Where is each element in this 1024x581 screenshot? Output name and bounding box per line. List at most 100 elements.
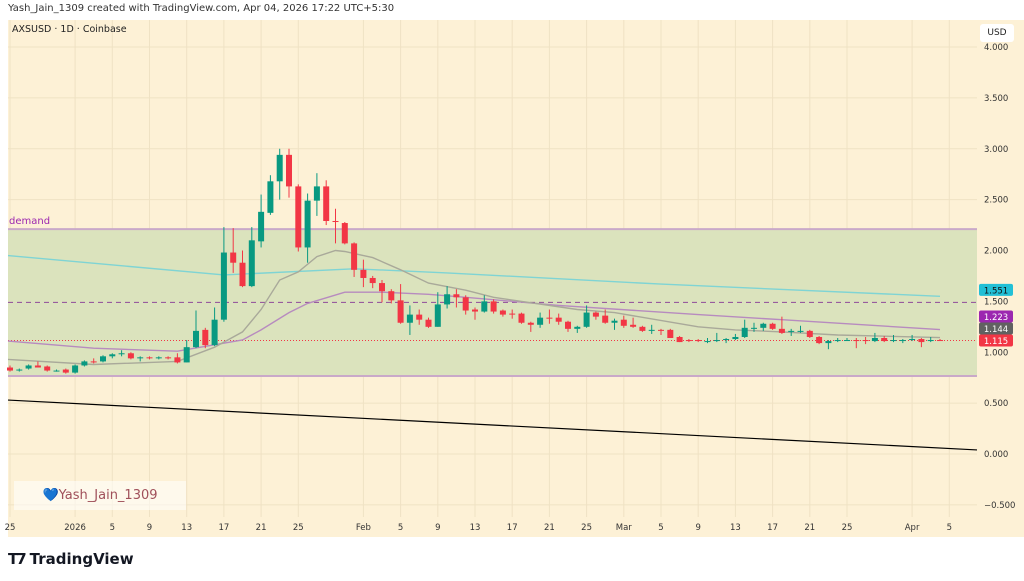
candle bbox=[416, 309, 423, 325]
y-axis-ticks: 4.000 3.500 3.000 2.500 2.000 1.500 1.000 0.500… bbox=[984, 43, 1015, 511]
candle-body bbox=[723, 339, 730, 341]
candle bbox=[472, 307, 478, 320]
candle bbox=[25, 364, 32, 370]
candle-body bbox=[174, 357, 181, 363]
candle-body bbox=[127, 353, 134, 359]
price-axis[interactable] bbox=[977, 20, 1024, 517]
candle-body bbox=[788, 330, 795, 332]
candle-body bbox=[406, 314, 413, 323]
candle-body bbox=[397, 300, 404, 323]
tradingview-logo[interactable]: T7 TradingView bbox=[8, 550, 134, 568]
candle bbox=[100, 355, 106, 363]
candle bbox=[137, 356, 144, 362]
price-label-badge bbox=[979, 310, 1013, 323]
candle-body bbox=[676, 336, 683, 343]
candle-body bbox=[713, 340, 720, 342]
candle-body bbox=[258, 211, 265, 242]
candle bbox=[62, 368, 69, 374]
candle-body bbox=[527, 322, 534, 325]
candle bbox=[53, 369, 60, 372]
candle-body bbox=[834, 340, 841, 342]
candle bbox=[174, 353, 181, 364]
candle bbox=[695, 339, 702, 343]
x-tick-label: Apr bbox=[905, 523, 920, 533]
candle-body bbox=[778, 328, 785, 333]
currency-badge[interactable]: USD bbox=[980, 24, 1014, 42]
candle-body bbox=[7, 367, 13, 371]
candle bbox=[639, 325, 646, 332]
candle bbox=[434, 292, 441, 327]
candle bbox=[602, 309, 609, 324]
price-label-text: 1.144 bbox=[984, 325, 1008, 335]
candle bbox=[881, 335, 888, 343]
candle bbox=[509, 309, 516, 319]
y-tick-label: 3.500 bbox=[984, 94, 1008, 104]
trendline[interactable] bbox=[7, 399, 978, 451]
candle-body bbox=[81, 361, 88, 366]
y-tick-label: −0.500 bbox=[984, 501, 1015, 511]
candle bbox=[778, 316, 785, 334]
candle-body bbox=[732, 336, 739, 340]
candle-body bbox=[453, 294, 460, 298]
candle bbox=[667, 328, 674, 339]
candle bbox=[286, 148, 292, 198]
watermark: 💙Yash_Jain_1309 bbox=[14, 481, 186, 510]
candle bbox=[806, 329, 813, 339]
horizontal-levels bbox=[8, 301, 977, 342]
candle bbox=[481, 295, 488, 313]
candle-body bbox=[760, 323, 767, 328]
x-tick-label: 21 bbox=[804, 523, 815, 533]
x-tick-label: 9 bbox=[435, 523, 440, 533]
candle bbox=[118, 350, 125, 357]
candle bbox=[518, 312, 525, 324]
candle-body bbox=[620, 319, 627, 326]
candle bbox=[918, 338, 925, 348]
candle-body bbox=[881, 338, 888, 342]
candle bbox=[397, 284, 404, 324]
candle-body bbox=[62, 369, 69, 373]
candle-body bbox=[183, 347, 190, 363]
candle bbox=[648, 324, 655, 334]
x-tick-label: 17 bbox=[218, 523, 229, 533]
y-tick-label: 2.500 bbox=[984, 196, 1008, 206]
candle bbox=[658, 328, 664, 335]
candle bbox=[444, 286, 451, 309]
y-tick-label: 1.500 bbox=[984, 297, 1008, 307]
candle-body bbox=[444, 294, 451, 305]
x-tick-label: Mar bbox=[616, 523, 633, 533]
candle bbox=[453, 289, 460, 308]
candle bbox=[127, 352, 134, 360]
candle bbox=[769, 322, 776, 330]
candle-body bbox=[909, 339, 916, 341]
symbol-legend[interactable]: AXSUSD · 1D · Coinbase bbox=[12, 24, 127, 35]
demand-zone-label: demand bbox=[9, 216, 50, 227]
candle bbox=[555, 313, 562, 325]
candle-body bbox=[509, 313, 516, 315]
candle bbox=[425, 317, 432, 328]
candle bbox=[862, 336, 869, 345]
candle-body bbox=[379, 283, 385, 292]
watermark-text: Yash_Jain_1309 bbox=[58, 488, 158, 503]
x-tick-label: Feb bbox=[356, 523, 371, 533]
candle-body bbox=[286, 154, 292, 187]
candle bbox=[332, 208, 339, 244]
candle-body bbox=[202, 329, 209, 346]
candle bbox=[937, 339, 943, 342]
candle bbox=[592, 311, 599, 320]
candle-body bbox=[890, 340, 897, 342]
candle bbox=[927, 336, 934, 343]
candle bbox=[220, 227, 227, 322]
candle-body bbox=[155, 357, 162, 359]
candle bbox=[146, 356, 153, 360]
time-axis[interactable] bbox=[8, 517, 1024, 537]
brand-name: TradingView bbox=[29, 550, 134, 568]
candle-body bbox=[602, 315, 609, 323]
candle-body bbox=[146, 357, 153, 359]
candle-body bbox=[844, 340, 850, 342]
candle bbox=[341, 222, 348, 245]
trendline-line bbox=[7, 399, 978, 451]
candle bbox=[499, 309, 506, 317]
candles bbox=[7, 148, 943, 374]
y-tick-label: 2.000 bbox=[984, 247, 1008, 257]
